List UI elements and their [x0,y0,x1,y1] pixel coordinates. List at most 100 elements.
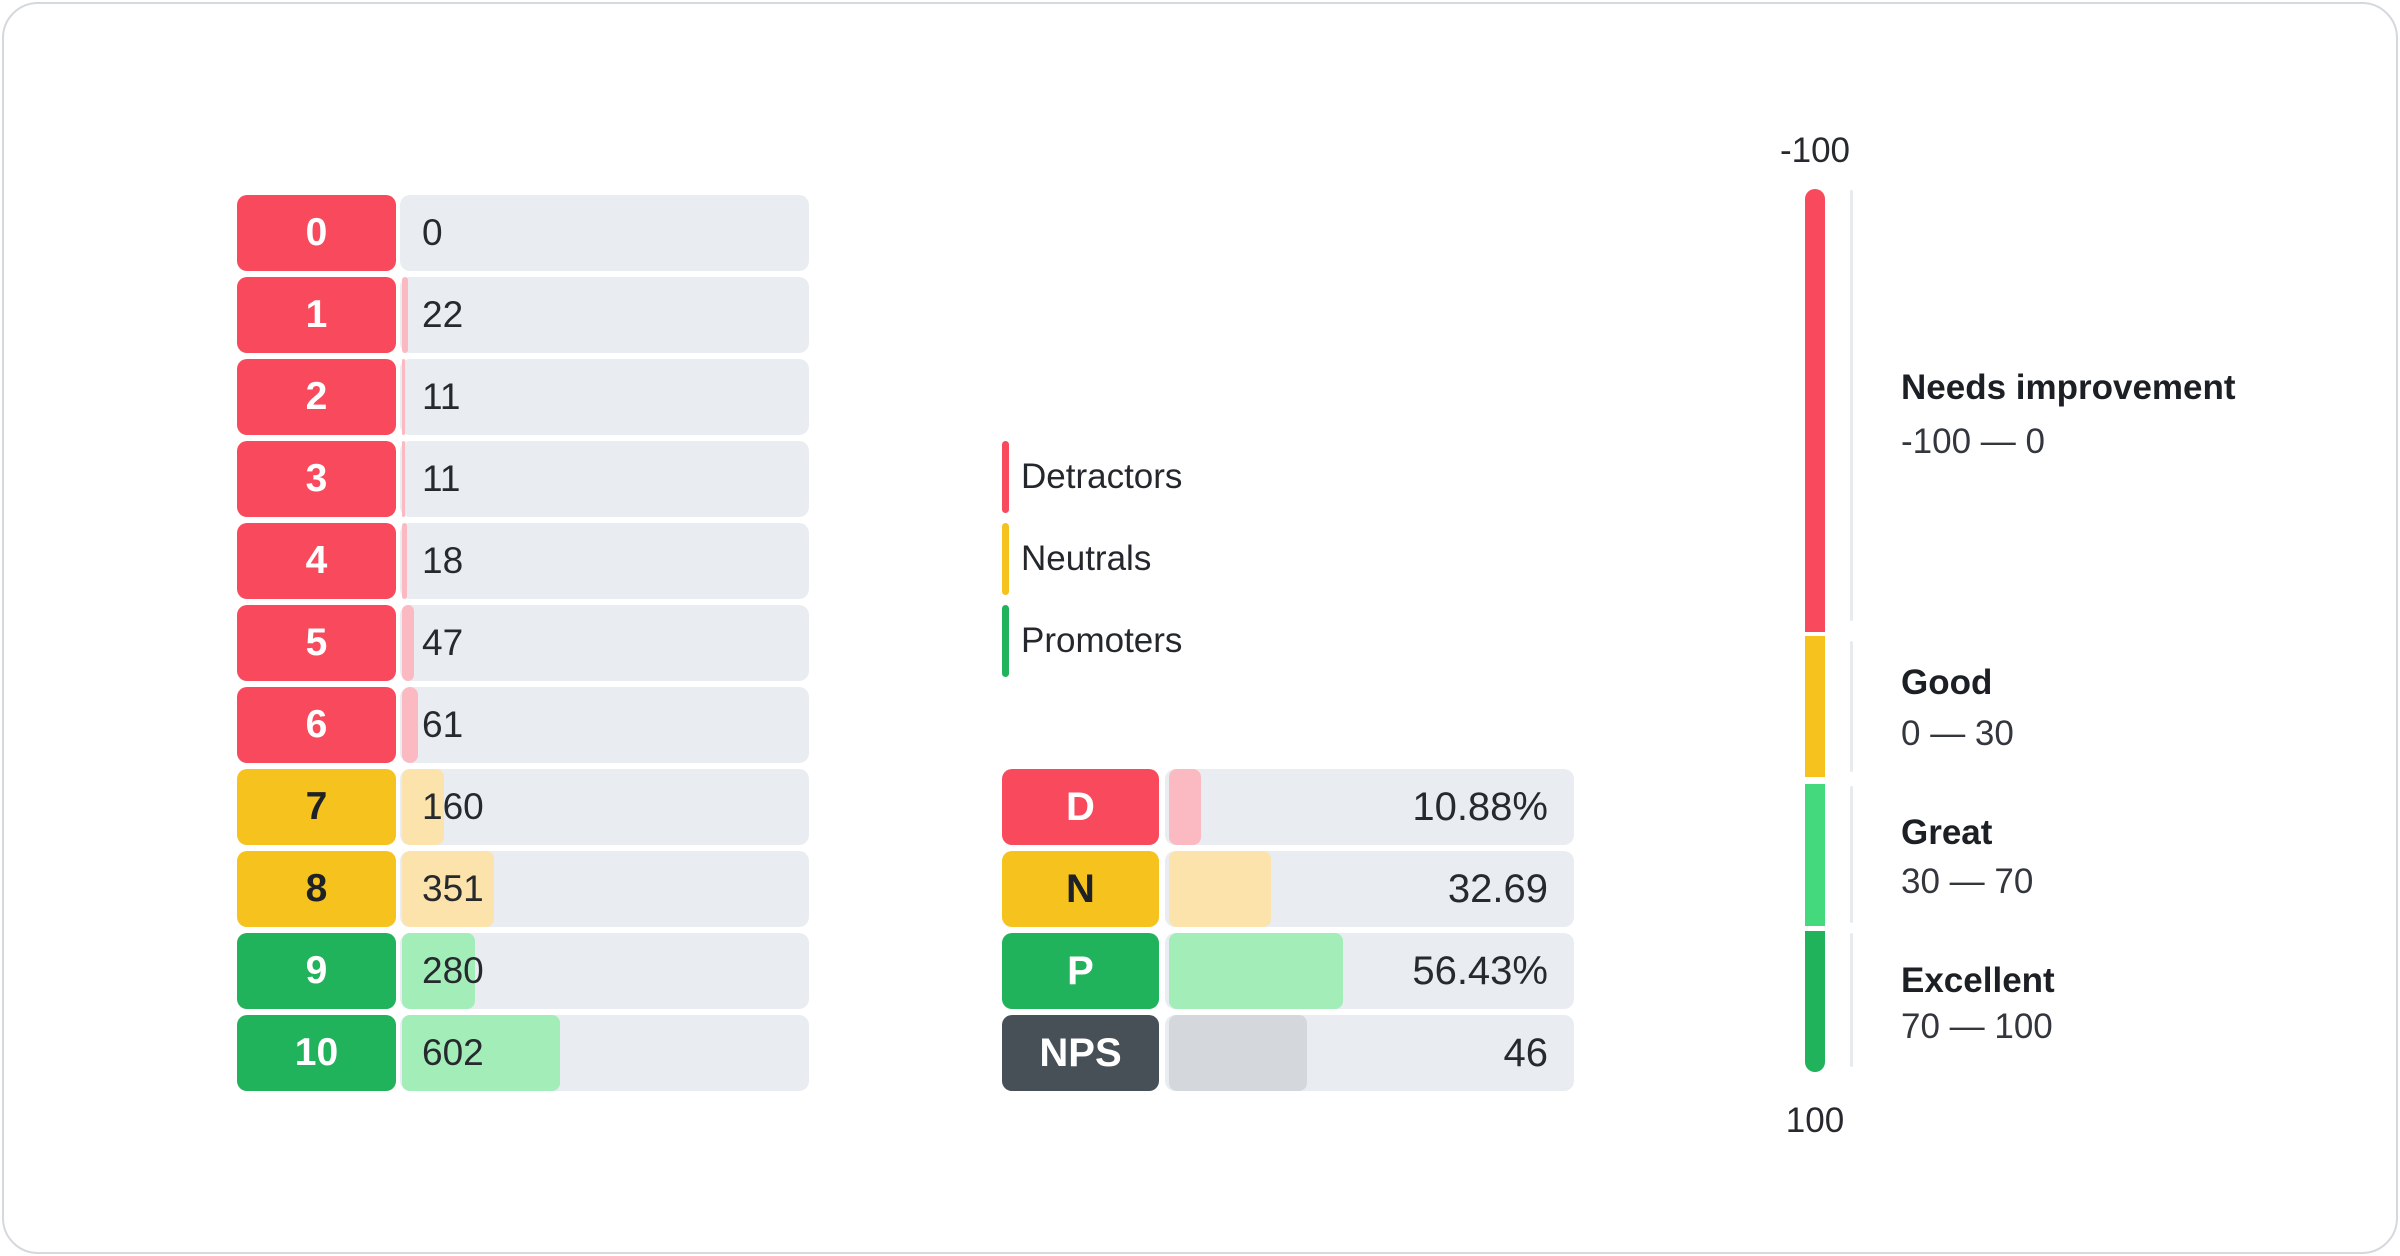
bar-value: 0 [422,212,443,253]
score-pill-label: 0 [305,211,328,254]
gauge-zone-range: 70 — 100 [1901,1007,2053,1046]
distribution-row[interactable]: 5 47 [237,605,809,681]
bar-value: 22 [422,294,464,335]
gauge-track-line [1850,190,1853,621]
distribution-row[interactable]: 3 11 [237,441,809,517]
score-pill[interactable]: 9 [237,933,396,1009]
score-pill[interactable]: 0 [237,195,396,271]
score-pill[interactable]: 1 [237,277,396,353]
bar-fill [402,1015,560,1091]
score-pill-label: 5 [305,621,328,664]
legend-item[interactable]: Detractors [1002,441,1182,513]
score-pill[interactable]: 10 [237,1015,396,1091]
gauge-zone-name: Great [1901,813,1993,852]
bar-track [1165,769,1574,845]
distribution-row[interactable]: 10 602 [237,1015,809,1091]
summary-value: 46 [1503,1030,1549,1075]
gauge-zone-segment[interactable] [1805,931,1825,1072]
legend-label: Promoters [1021,621,1183,660]
bar-fill [402,605,415,681]
gauge-zone-segment[interactable] [1805,784,1825,926]
score-pill[interactable]: 4 [237,523,396,599]
gauge-zone-range: -100 — 0 [1901,422,2045,461]
summary-pill[interactable]: P [1002,933,1159,1009]
bar-value: 47 [422,622,464,663]
bar-track [400,523,809,599]
summary-pill-label: N [1066,866,1095,911]
summary-row[interactable]: NPS 46 [1002,1015,1574,1091]
bar-track [400,359,809,435]
bar-fill [1169,933,1344,1009]
gauge-track-line [1850,786,1853,923]
bar-fill [1169,851,1272,927]
gauge-zone-name: Needs improvement [1901,368,2236,407]
distribution-row[interactable]: 0 0 [237,195,809,271]
bar-fill [1169,769,1201,845]
summary-pill-label: NPS [1039,1030,1122,1075]
gauge-min-label: 100 [1785,1101,1845,1140]
bar-value: 280 [422,950,484,991]
distribution-row[interactable]: 1 22 [237,277,809,353]
legend-swatch-icon [1002,605,1009,677]
bar-value: 18 [422,540,464,581]
bar-fill [402,933,476,1009]
summary-pill-label: P [1067,948,1094,993]
bar-track [400,687,809,763]
summary-value: 10.88% [1412,784,1548,829]
score-pill-label: 2 [305,375,328,418]
score-pill-label: 4 [305,539,328,582]
distribution-row[interactable]: 4 18 [237,523,809,599]
bar-fill [402,441,405,517]
distribution-row[interactable]: 9 280 [237,933,809,1009]
score-pill[interactable]: 3 [237,441,396,517]
gauge-zone-range: 0 — 30 [1901,714,2014,753]
bar-fill [402,359,405,435]
score-pill[interactable]: 7 [237,769,396,845]
score-pill[interactable]: 6 [237,687,396,763]
bar-fill [402,851,494,927]
score-pill-label: 9 [305,949,328,992]
bar-value: 351 [422,868,484,909]
bar-track [400,769,809,845]
summary-pill[interactable]: N [1002,851,1159,927]
bar-fill [1169,1015,1308,1091]
summary-row[interactable]: P 56.43% [1002,933,1574,1009]
summary-pill[interactable]: D [1002,769,1159,845]
summary-value: 56.43% [1412,948,1548,993]
score-pill[interactable]: 2 [237,359,396,435]
gauge-track-line [1850,933,1853,1067]
distribution-row[interactable]: 6 61 [237,687,809,763]
score-pill-label: 8 [305,867,328,910]
summary-pill[interactable]: NPS [1002,1015,1159,1091]
score-pill-label: 3 [305,457,328,500]
distribution-row[interactable]: 8 351 [237,851,809,927]
legend-item[interactable]: Neutrals [1002,523,1151,595]
score-pill-label: 7 [305,785,328,828]
distribution-row[interactable]: 7 160 [237,769,809,845]
summary-row[interactable]: D 10.88% [1002,769,1574,845]
bar-fill [402,277,408,353]
bar-fill [402,687,418,763]
legend-item[interactable]: Promoters [1002,605,1182,677]
summary-row[interactable]: N 32.69 [1002,851,1574,927]
gauge-track-line [1850,641,1853,772]
gauge-zone-segment[interactable] [1805,189,1825,632]
distribution-row[interactable]: 2 11 [237,359,809,435]
score-pill[interactable]: 5 [237,605,396,681]
bar-fill [402,769,444,845]
bar-track [400,441,809,517]
gauge-zone-segment[interactable] [1805,636,1825,777]
gauge-zone-range: 30 — 70 [1901,862,2034,901]
legend-swatch-icon [1002,441,1009,513]
bar-value: 11 [422,376,461,417]
score-pill-label: 6 [305,703,328,746]
legend-label: Detractors [1021,457,1183,496]
bar-value: 160 [422,786,484,827]
gauge-max-label: -100 [1779,131,1851,170]
bar-track [400,605,809,681]
bar-value: 11 [422,458,461,499]
legend-swatch-icon [1002,523,1009,595]
score-pill[interactable]: 8 [237,851,396,927]
bar-value: 61 [422,704,464,745]
